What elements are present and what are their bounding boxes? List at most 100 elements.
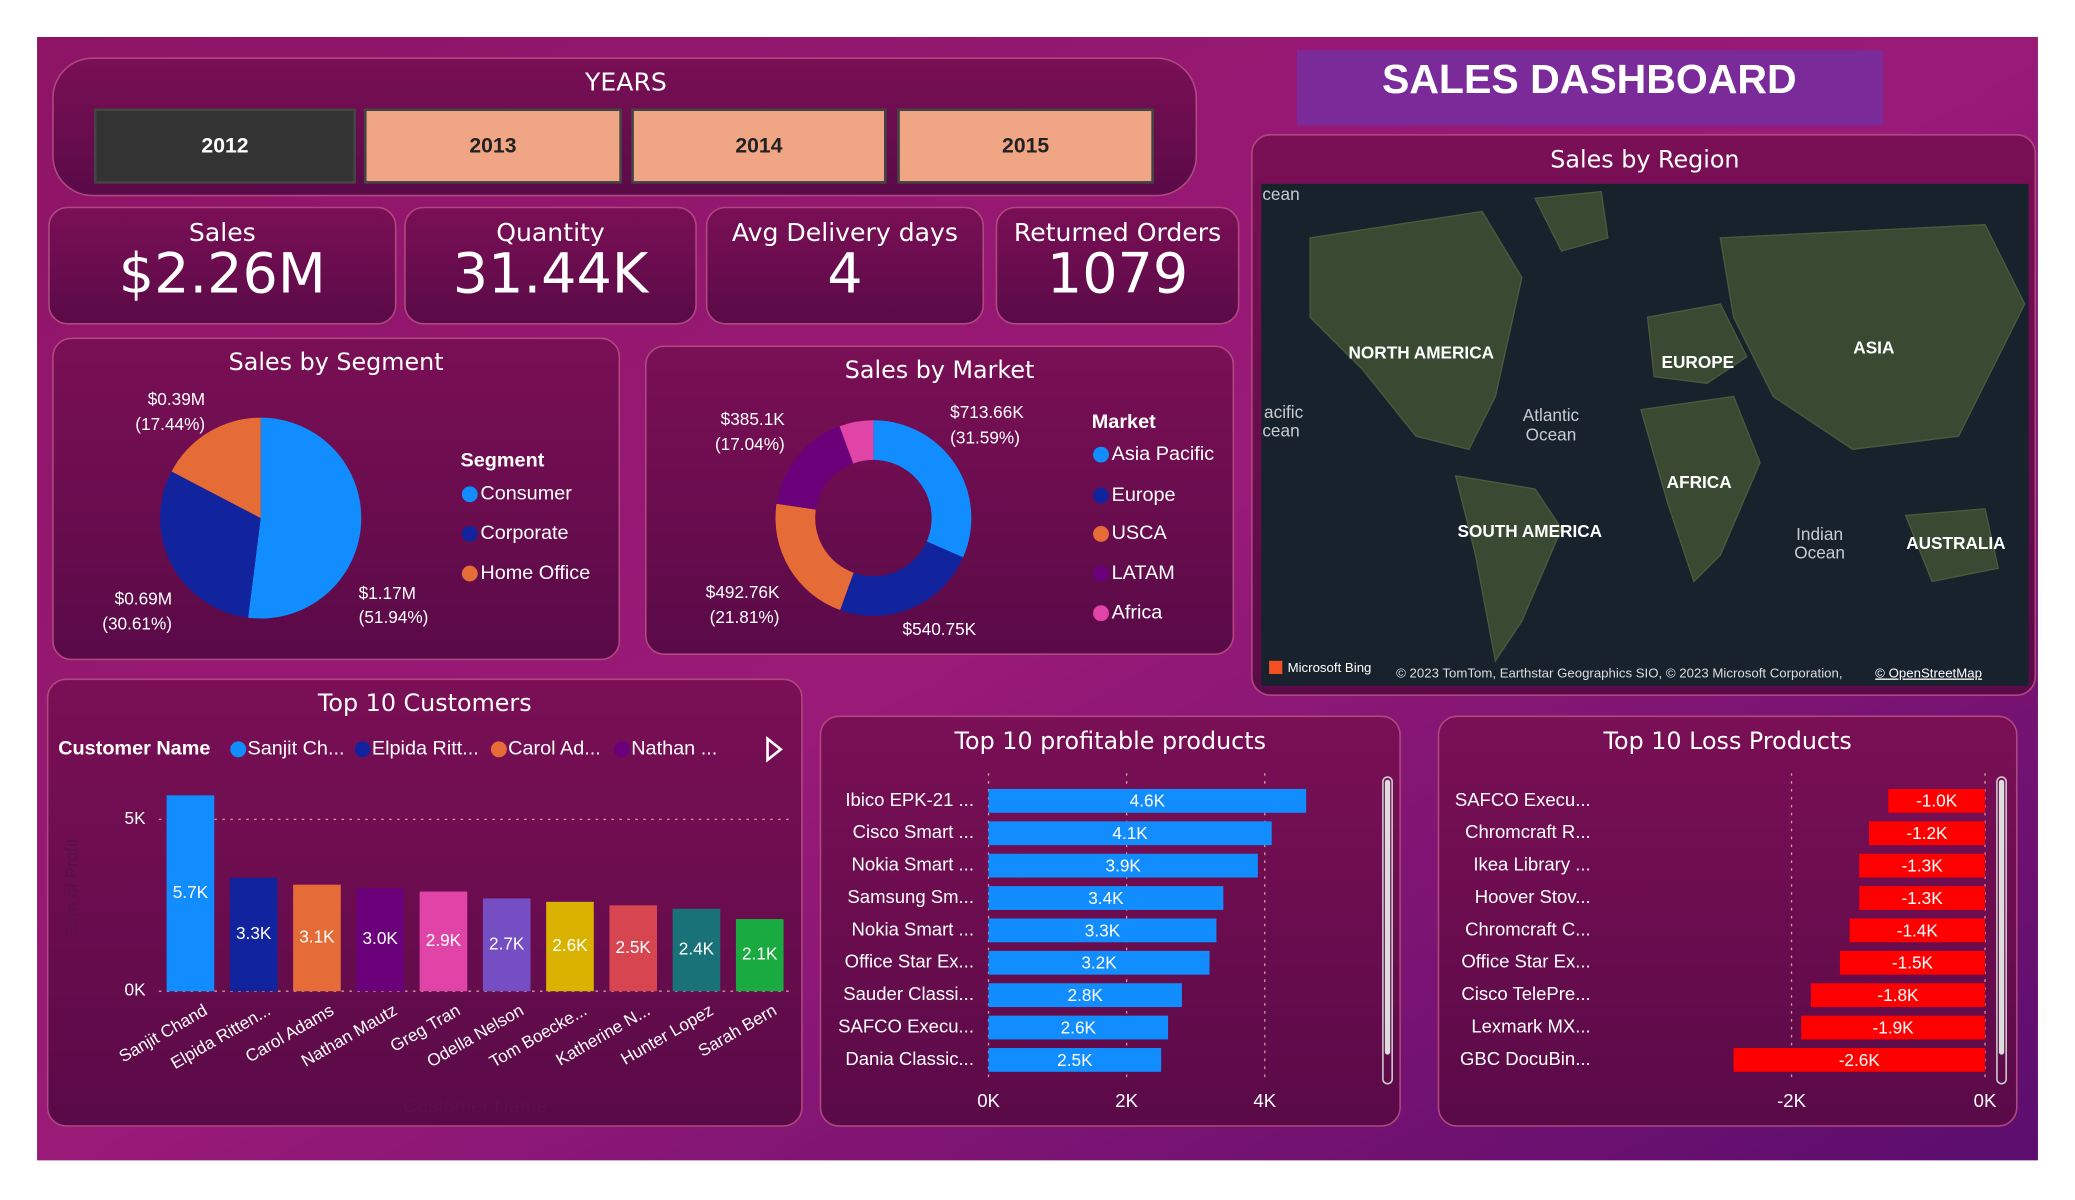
y-tick-label: SAFCO Execu...: [1455, 789, 1591, 810]
legend-label: Asia Pacific: [1112, 443, 1215, 465]
chart-title: Top 10 Loss Products: [1603, 727, 1852, 755]
legend-next-arrow[interactable]: [766, 736, 783, 763]
map-title: Sales by Region: [1550, 146, 1739, 174]
year-button[interactable]: [897, 108, 1154, 184]
slice: [839, 420, 874, 464]
bar-value-label: -1.3K: [1902, 888, 1944, 908]
map-label: AFRICA: [1667, 472, 1732, 492]
bar: [1733, 1048, 1986, 1072]
bar: [1859, 886, 1986, 910]
map-label: SOUTH AMERICA: [1457, 521, 1602, 541]
scrollbar[interactable]: [1382, 776, 1393, 1085]
bar: [356, 888, 405, 992]
legend-label: Sanjit Ch...: [247, 738, 344, 760]
bar: [988, 788, 1307, 813]
y-tick-label: 5K: [125, 808, 147, 828]
legend-title: Market: [1092, 411, 1156, 433]
y-tick-label: Cisco TelePre...: [1461, 983, 1590, 1004]
legend-label: LATAM: [1112, 562, 1175, 584]
bing-logo: [1269, 660, 1283, 675]
map-label: cean: [1262, 184, 1299, 204]
y-tick-label: GBC DocuBin...: [1460, 1048, 1591, 1069]
slice-percent-label: (17.04%): [715, 434, 785, 454]
legend-marker: [1093, 605, 1109, 622]
slice: [776, 426, 854, 510]
bar-value-label: -1.2K: [1906, 823, 1948, 843]
map-label: cean: [1262, 421, 1299, 441]
map-label: Ocean: [1794, 542, 1845, 562]
legend-marker: [230, 741, 247, 758]
y-tick-label: Nokia Smart ...: [852, 918, 974, 939]
slice: [775, 503, 854, 611]
kpi-label: Quantity: [496, 218, 605, 247]
map-label: NORTH AMERICA: [1348, 343, 1494, 363]
slice: [160, 471, 261, 618]
bar-value-label: 5.7K: [173, 882, 209, 902]
kpi-card: [404, 206, 697, 325]
bar-value-label: 3.3K: [1085, 920, 1121, 940]
map-label: Indian: [1796, 524, 1843, 544]
bar: [546, 901, 594, 992]
legend-label: Elpida Ritt...: [372, 738, 479, 760]
bar-value-label: -1.8K: [1877, 985, 1919, 1005]
year-button[interactable]: [363, 108, 622, 184]
year-button-label[interactable]: 2014: [735, 134, 782, 157]
scrollbar[interactable]: [1996, 776, 2007, 1085]
slice-percent-label: (21.81%): [710, 607, 780, 627]
year-button[interactable]: [631, 108, 887, 184]
x-tick-label: 0K: [977, 1090, 1000, 1111]
bar: [1849, 918, 1986, 943]
slice-value-label: $0.39M: [148, 389, 205, 409]
year-button-label[interactable]: 2013: [469, 134, 516, 157]
y-axis-title: Sum of Profit: [61, 838, 81, 937]
slice: [873, 420, 972, 558]
map-attribution: © 2023 TomTom, Earthstar Geographics SIO…: [1396, 666, 1842, 681]
bar: [1839, 950, 1986, 975]
legend-marker: [490, 741, 507, 758]
legend-label: Consumer: [480, 483, 572, 505]
slice-value-label: $492.76K: [706, 582, 780, 602]
landmass: [1646, 303, 1748, 384]
slice-percent-label: (23.93%): [0, 0, 70, 9]
y-tick-label: Dania Classic...: [845, 1048, 974, 1069]
bar: [229, 877, 278, 992]
map-label: AUSTRALIA: [1906, 533, 2005, 553]
bar: [1888, 788, 1986, 813]
landmass: [1904, 508, 2000, 583]
bar-value-label: -2.6K: [1839, 1050, 1881, 1070]
kpi-value: $2.26M: [119, 242, 326, 307]
slice-value-label: $0.69M: [115, 589, 172, 609]
y-tick-label: Cisco Smart ...: [853, 821, 974, 842]
bar: [1801, 1015, 1986, 1040]
map: NORTH AMERICA EUROPEASIAAtlanticOceanAFRI…: [1261, 183, 2029, 686]
bar-value-label: 2.5K: [1057, 1050, 1093, 1070]
bar-value-label: 2.9K: [426, 930, 462, 950]
year-button[interactable]: [93, 108, 356, 184]
bar: [988, 821, 1272, 846]
kpi-card: [48, 206, 397, 325]
y-tick-label: Ibico EPK-21 ...: [845, 789, 974, 810]
bar-value-label: 2.8K: [1068, 985, 1104, 1005]
map-attribution-link[interactable]: © OpenStreetMap: [1875, 666, 1982, 681]
slicer-title: YEARS: [584, 67, 667, 96]
slice-percent-label: (17.44%): [135, 414, 205, 434]
bar-value-label: 3.4K: [1088, 888, 1124, 908]
y-tick-label: Chromcraft R...: [1465, 821, 1591, 842]
legend-label: Carol Ad...: [508, 738, 601, 760]
bar: [1859, 853, 1986, 878]
slice: [248, 417, 362, 619]
bar-value-label: 3.2K: [1081, 953, 1117, 973]
scrollbar-thumb[interactable]: [1998, 779, 2005, 1055]
bar-value-label: 2.1K: [742, 944, 778, 964]
slice-percent-label: (30.61%): [102, 614, 172, 634]
scrollbar-thumb[interactable]: [1384, 779, 1391, 1055]
year-button-label[interactable]: 2012: [201, 134, 248, 157]
year-button-label[interactable]: 2015: [1002, 134, 1049, 157]
chart-title: Top 10 profitable products: [954, 727, 1266, 755]
map-label: Ocean: [1526, 425, 1577, 445]
y-tick-label: Office Star Ex...: [845, 951, 974, 972]
kpi-label: Sales: [189, 218, 256, 247]
bar-value-label: 2.6K: [552, 935, 588, 955]
slice-value-label: $1.17M: [359, 583, 416, 603]
slice-percent-label: (31.59%): [950, 427, 1020, 447]
